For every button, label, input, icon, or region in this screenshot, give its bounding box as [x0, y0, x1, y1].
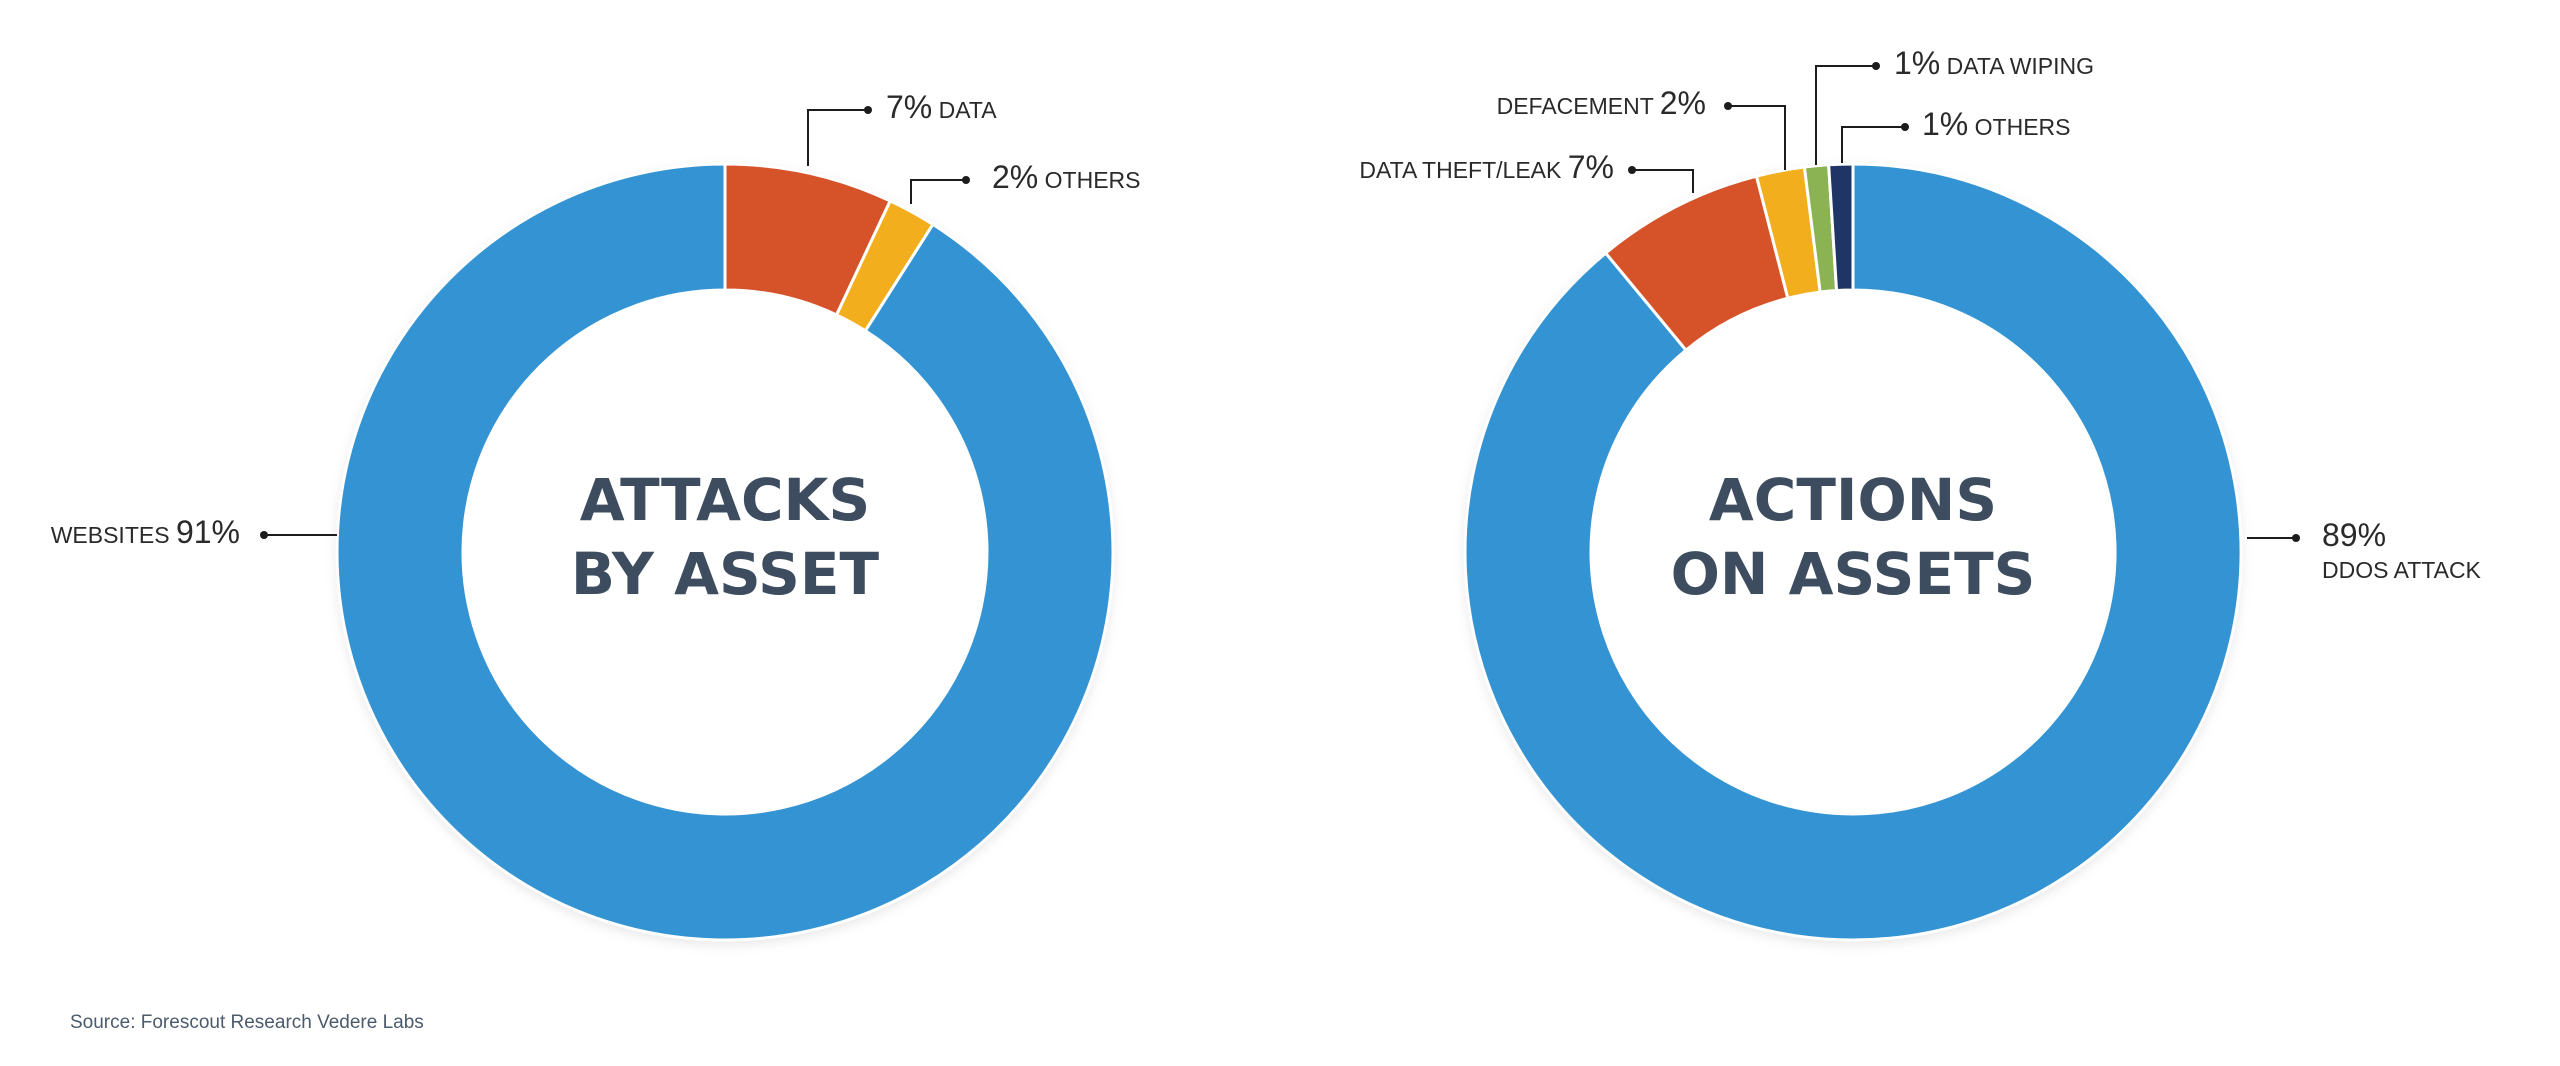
chart-title-line: ATTACKS	[580, 466, 871, 534]
source-note: Source: Forescout Research Vedere Labs	[70, 1012, 424, 1033]
data-label-name: DATA WIPING	[1940, 53, 2094, 79]
data-label-data-wiping: 1% DATA WIPING	[1894, 45, 2094, 81]
leader-line-data-theft-leak	[1632, 169, 1694, 193]
leader-dot-data-wiping	[1872, 62, 1880, 70]
data-label-name: OTHERS	[1038, 167, 1140, 193]
donut-hole	[463, 290, 987, 814]
leader-dot-data-theft-leak	[1628, 166, 1636, 174]
data-label-name: DATA THEFT/LEAK	[1359, 157, 1567, 183]
leader-line-others	[1841, 126, 1905, 163]
data-label-percent: 91%	[176, 514, 240, 550]
data-label-percent: 1%	[1922, 106, 1968, 142]
data-label-defacement: DEFACEMENT 2%	[1497, 85, 1706, 121]
leader-line-data	[807, 109, 868, 166]
data-label-name: DEFACEMENT	[1497, 93, 1660, 119]
chart-title-line: ACTIONS	[1709, 466, 1997, 534]
data-label-percent: 2%	[992, 159, 1038, 195]
leader-line-others	[910, 179, 966, 204]
data-label-percent: 7%	[886, 89, 932, 125]
data-label-percent: 1%	[1894, 45, 1940, 81]
leader-dot-others	[962, 176, 970, 184]
leader-dot-data	[864, 106, 872, 114]
chart-title-line: BY ASSET	[571, 540, 880, 608]
data-label-data-theft-leak: DATA THEFT/LEAK 7%	[1359, 149, 1614, 185]
leader-dot-ddos-attack	[2292, 534, 2300, 542]
chart-title-line: ON ASSETS	[1671, 540, 2036, 608]
data-label-others: 1% OTHERS	[1922, 106, 2070, 142]
leader-dot-defacement	[1724, 102, 1732, 110]
leader-line-data-wiping	[1815, 65, 1876, 165]
data-label-name: WEBSITES	[51, 522, 176, 548]
data-label-name: DATA	[932, 97, 997, 123]
leader-line-defacement	[1728, 105, 1786, 170]
data-label-others: 2% OTHERS	[992, 159, 1140, 195]
data-label-percent: 89%	[2322, 517, 2386, 553]
leader-dot-others	[1901, 123, 1909, 131]
data-label-percent: 7%	[1568, 149, 1614, 185]
data-label-websites: WEBSITES 91%	[51, 514, 240, 550]
data-label-percent: 2%	[1660, 85, 1706, 121]
data-label-name: DDOS ATTACK	[2322, 557, 2482, 583]
data-label-data: 7% DATA	[886, 89, 997, 125]
data-label-name: OTHERS	[1968, 114, 2070, 140]
leader-dot-websites	[260, 531, 268, 539]
donut-hole	[1591, 290, 2115, 814]
